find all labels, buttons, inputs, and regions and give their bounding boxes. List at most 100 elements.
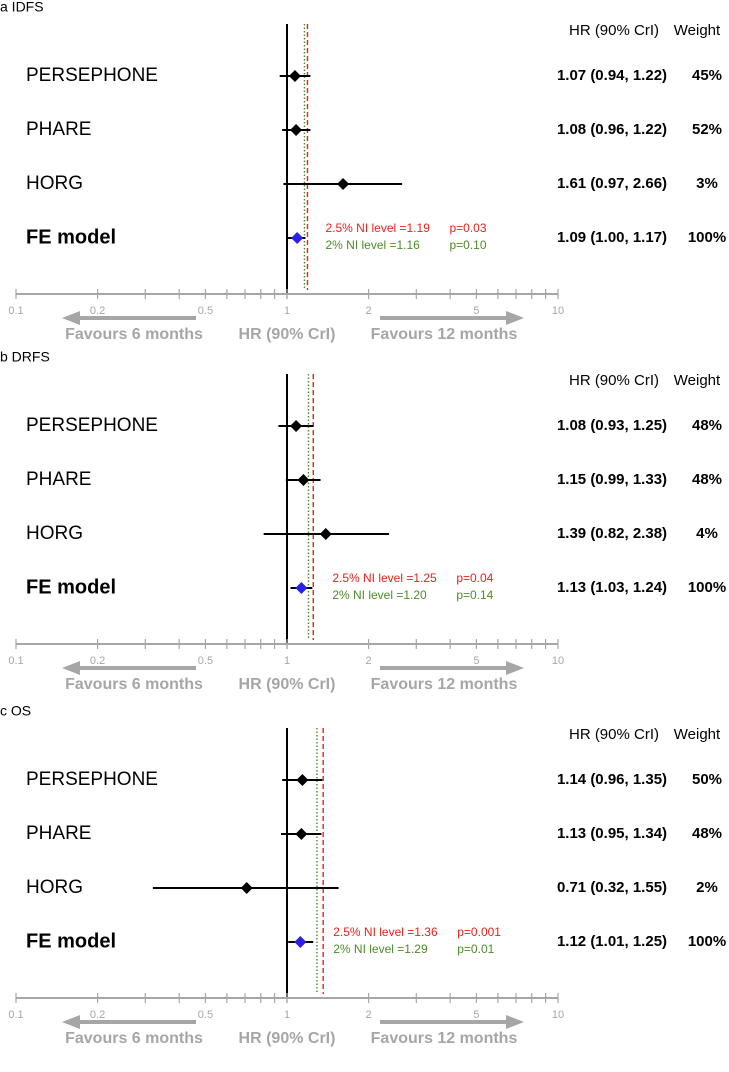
pooled-estimate-row: FE model 1.09 (1.00, 1.17) 100%: [26, 226, 726, 248]
favours-12-months-label: Favours 12 months: [371, 676, 518, 693]
hr-ci-value: 1.08 (0.93, 1.25): [557, 417, 667, 434]
study-name: FE model: [26, 930, 116, 952]
hr-column-header: HR (90% CrI): [569, 22, 659, 39]
study-name: PHARE: [26, 119, 91, 140]
favours-12-months-label: Favours 12 months: [371, 326, 518, 343]
x-tick-label: 5: [473, 655, 479, 667]
hr-ci-value: 1.08 (0.96, 1.22): [557, 121, 667, 138]
right-arrow-icon: [380, 661, 524, 675]
hr-ci-value: 1.13 (1.03, 1.24): [557, 579, 667, 596]
x-tick-label: 0.2: [90, 655, 105, 667]
x-tick-label: 1: [284, 305, 290, 317]
hr-column-header: HR (90% CrI): [569, 372, 659, 389]
point-estimate-marker: [337, 178, 350, 190]
forest-panel-b: b DRFS HR (90% CrI) Weight PERSEPHONE 1.08 (…: [0, 349, 726, 694]
study-name: PERSEPHONE: [26, 415, 158, 436]
x-axis-label: HR (90% CrI): [239, 326, 336, 343]
pooled-estimate-row: FE model 1.13 (1.03, 1.24) 100%: [26, 576, 726, 598]
ni-pvalue-label: p=0.04: [456, 571, 493, 585]
weight-value: 50%: [692, 771, 722, 788]
study-row: HORG 1.39 (0.82, 2.38) 4%: [26, 523, 718, 544]
study-row: PERSEPHONE 1.08 (0.93, 1.25) 48%: [26, 415, 722, 436]
weight-value: 45%: [692, 67, 722, 84]
study-row: PERSEPHONE 1.14 (0.96, 1.35) 50%: [26, 769, 722, 790]
weight-column-header: Weight: [674, 372, 721, 389]
pooled-estimate-marker: [295, 582, 308, 594]
x-tick-label: 10: [552, 1009, 564, 1021]
weight-column-header: Weight: [674, 22, 721, 39]
study-row: PHARE 1.08 (0.96, 1.22) 52%: [26, 119, 722, 140]
x-tick-label: 0.5: [198, 305, 213, 317]
weight-value: 100%: [688, 229, 726, 246]
point-estimate-marker: [290, 124, 303, 136]
point-estimate-marker: [319, 528, 332, 540]
left-arrow-icon: [62, 311, 196, 325]
hr-ci-value: 0.71 (0.32, 1.55): [557, 879, 667, 896]
ni-level-label: 2.5% NI level =1.19: [325, 221, 430, 235]
x-axis-label: HR (90% CrI): [239, 1030, 336, 1047]
favours-12-months-label: Favours 12 months: [371, 1030, 518, 1047]
right-arrow-icon: [380, 1015, 524, 1029]
weight-value: 4%: [696, 525, 718, 542]
ni-pvalue-label: p=0.01: [457, 942, 494, 956]
favours-6-months-label: Favours 6 months: [65, 1030, 203, 1047]
weight-value: 48%: [692, 825, 722, 842]
hr-ci-value: 1.39 (0.82, 2.38): [557, 525, 667, 542]
hr-ci-value: 1.13 (0.95, 1.34): [557, 825, 667, 842]
hr-ci-value: 1.07 (0.94, 1.22): [557, 67, 667, 84]
point-estimate-marker: [295, 828, 308, 840]
study-name: PERSEPHONE: [26, 769, 158, 790]
point-estimate-marker: [297, 474, 310, 486]
panel-title: b DRFS: [0, 349, 50, 365]
study-name: PHARE: [26, 469, 91, 490]
study-name: PERSEPHONE: [26, 65, 158, 86]
x-tick-label: 0.5: [198, 1009, 213, 1021]
forest-panel-c: c OS HR (90% CrI) Weight PERSEPHONE 1.14 (0.…: [0, 703, 726, 1048]
point-estimate-marker: [288, 70, 301, 82]
hr-ci-value: 1.15 (0.99, 1.33): [557, 471, 667, 488]
point-estimate-marker: [296, 774, 309, 786]
weight-value: 100%: [688, 933, 726, 950]
weight-value: 48%: [692, 417, 722, 434]
favours-6-months-label: Favours 6 months: [65, 326, 203, 343]
weight-value: 100%: [688, 579, 726, 596]
pooled-estimate-marker: [291, 232, 304, 244]
study-row: PHARE 1.13 (0.95, 1.34) 48%: [26, 823, 722, 844]
x-tick-label: 10: [552, 305, 564, 317]
hr-ci-value: 1.12 (1.01, 1.25): [557, 933, 667, 950]
ni-level-label: 2.5% NI level =1.25: [332, 571, 437, 585]
panel-title: a IDFS: [0, 0, 44, 15]
ni-pvalue-label: p=0.14: [456, 588, 493, 602]
ni-level-label: 2.5% NI level =1.36: [333, 925, 438, 939]
x-tick-label: 2: [366, 655, 372, 667]
forest-panel-a: a IDFS HR (90% CrI) Weight PERSEPHONE 1.07 (…: [0, 0, 726, 343]
point-estimate-marker: [290, 420, 303, 432]
study-row: HORG 1.61 (0.97, 2.66) 3%: [26, 173, 718, 194]
hr-ci-value: 1.61 (0.97, 2.66): [557, 175, 667, 192]
hr-ci-value: 1.14 (0.96, 1.35): [557, 771, 667, 788]
ni-level-label: 2% NI level =1.16: [325, 238, 420, 252]
study-name: FE model: [26, 576, 116, 598]
x-tick-label: 5: [473, 1009, 479, 1021]
study-name: HORG: [26, 523, 83, 544]
study-row: PHARE 1.15 (0.99, 1.33) 48%: [26, 469, 722, 490]
hr-ci-value: 1.09 (1.00, 1.17): [557, 229, 667, 246]
left-arrow-icon: [62, 661, 196, 675]
x-tick-label: 2: [366, 305, 372, 317]
weight-value: 52%: [692, 121, 722, 138]
weight-column-header: Weight: [674, 726, 721, 743]
study-row: PERSEPHONE 1.07 (0.94, 1.22) 45%: [26, 65, 722, 86]
favours-6-months-label: Favours 6 months: [65, 676, 203, 693]
x-axis-label: HR (90% CrI): [239, 676, 336, 693]
x-tick-label: 0.1: [8, 655, 23, 667]
weight-value: 2%: [696, 879, 718, 896]
ni-level-label: 2% NI level =1.20: [332, 588, 427, 602]
weight-value: 48%: [692, 471, 722, 488]
x-tick-label: 0.2: [90, 1009, 105, 1021]
left-arrow-icon: [62, 1015, 196, 1029]
ni-pvalue-label: p=0.001: [457, 925, 501, 939]
ni-level-label: 2% NI level =1.29: [333, 942, 428, 956]
point-estimate-marker: [240, 882, 253, 894]
ni-pvalue-label: p=0.03: [449, 221, 486, 235]
